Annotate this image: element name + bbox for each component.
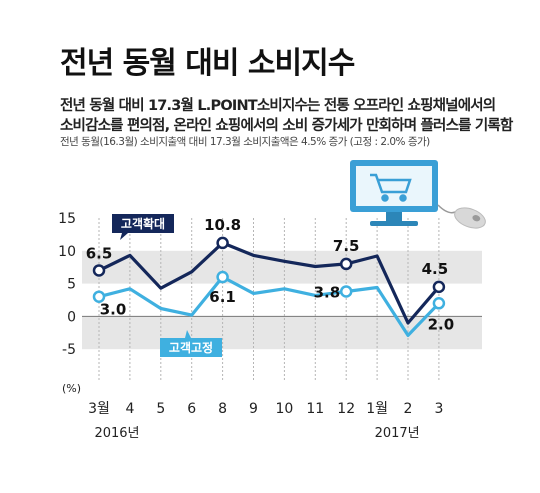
y-tick-label: -5 — [62, 342, 76, 358]
monitor-neck — [386, 212, 402, 222]
x-tick-label: 9 — [249, 401, 258, 417]
x-tick-label: 6 — [187, 401, 196, 417]
x-axis: 3월 4 5 6 8 9 10 11 12 1월 2 3 2016년 2017년 — [88, 401, 443, 441]
series-tag-label: 고객고정 — [169, 340, 213, 355]
x-tick-label: 5 — [156, 401, 165, 417]
x-tick-label: 3월 — [88, 401, 110, 417]
series-tag-1: 고객고정 — [160, 330, 222, 357]
computer-cart-icon — [350, 160, 486, 229]
data-label: 3.0 — [100, 301, 127, 319]
y-tick-label: 0 — [67, 309, 76, 325]
x-tick-label: 10 — [275, 401, 293, 417]
x-tick-label: 11 — [306, 401, 324, 417]
x-tick-label: 12 — [337, 401, 355, 417]
series-point — [432, 297, 446, 310]
series-point — [339, 257, 353, 271]
series-point — [216, 236, 229, 250]
series-tag-box — [160, 338, 222, 357]
series-tag-pointer — [185, 330, 191, 338]
data-label: 10.8 — [204, 216, 241, 234]
chart-note: 전년 동월(16.3월) 소비지출액 대비 17.3월 소비지출액은 4.5% … — [60, 136, 430, 148]
series-tag-box — [112, 214, 174, 233]
year-label-2017: 2017년 — [375, 426, 420, 441]
subtitle-line-1: 전년 동월 대비 17.3월 L.POINT소비지수는 전통 오프라인 쇼핑채널… — [60, 98, 496, 114]
x-tick-label: 1월 — [366, 401, 388, 417]
series-point — [216, 270, 229, 284]
data-label: 6.1 — [209, 288, 236, 306]
series-tag-0: 고객확대 — [112, 214, 174, 240]
series-line-1 — [98, 275, 441, 337]
data-label: 4.5 — [422, 260, 449, 278]
x-tick-label: 2 — [404, 401, 413, 417]
band-0 — [82, 250, 482, 284]
background-bands — [82, 250, 482, 350]
subtitle-line-2: 소비감소를 편의점, 온라인 쇼핑에서의 소비 증가세가 만회하며 플러스를 기… — [60, 118, 513, 134]
x-tick-label: 8 — [218, 401, 227, 417]
series-lines — [98, 241, 441, 337]
series-points — [92, 236, 446, 310]
series-tag-label: 고객확대 — [121, 216, 165, 231]
series-point — [92, 290, 106, 303]
data-label: 3.8 — [314, 283, 341, 301]
data-labels: 6.5 10.8 7.5 4.5 3.0 6.1 3.8 2.0 — [86, 216, 454, 333]
y-unit-label: (%) — [62, 382, 81, 395]
cart-icon — [370, 173, 412, 202]
monitor-base — [370, 221, 418, 226]
y-tick-label: 15 — [58, 211, 76, 227]
x-tick-label: 4 — [125, 401, 134, 417]
mouse-icon — [454, 207, 486, 229]
x-tick-label: 3 — [434, 401, 443, 417]
data-label: 6.5 — [86, 244, 113, 262]
series-tag-pointer — [120, 233, 128, 240]
mouse-cable — [437, 204, 456, 214]
data-label: 7.5 — [333, 237, 360, 255]
series-line-0 — [98, 241, 441, 325]
page-title: 전년 동월 대비 소비지수 — [60, 46, 355, 81]
series-point — [432, 280, 446, 294]
data-label: 2.0 — [428, 315, 455, 333]
series-point — [339, 285, 353, 298]
y-axis: 15 10 5 0 -5 (%) — [58, 211, 81, 395]
year-label-2016: 2016년 — [94, 426, 139, 441]
band-1 — [82, 316, 482, 350]
series-point — [92, 264, 106, 277]
monitor-display — [356, 166, 432, 206]
y-tick-label: 10 — [58, 244, 76, 260]
y-tick-label: 5 — [67, 277, 76, 293]
